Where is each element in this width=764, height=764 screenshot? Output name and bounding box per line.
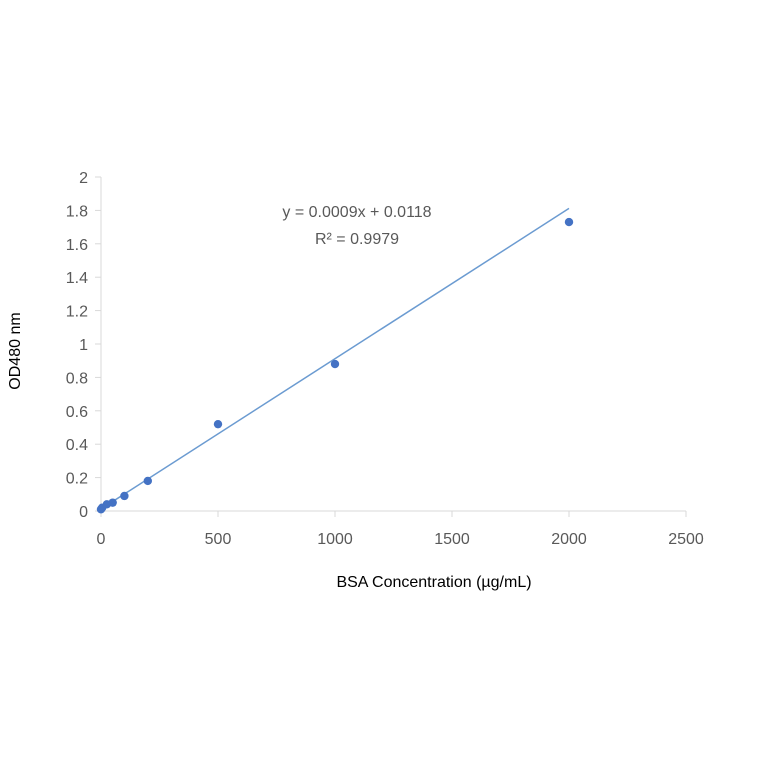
y-tick-label: 1 xyxy=(79,337,88,354)
data-point xyxy=(143,476,152,486)
trendline-r-squared: R² = 0.9979 xyxy=(315,231,399,248)
data-point xyxy=(564,217,574,227)
x-axis-title: BSA Concentration (µg/mL) xyxy=(336,574,531,591)
trendline-group xyxy=(100,207,570,510)
y-tick-label: 1.6 xyxy=(66,237,88,254)
y-axis-ticks: 0 0.2 0.4 0.6 0.8 1 1.2 1.4 1.6 1.8 2 xyxy=(66,170,101,521)
y-tick-label: 1.4 xyxy=(66,270,88,287)
trendline xyxy=(100,207,570,510)
data-point xyxy=(120,491,129,501)
x-tick-label: 1500 xyxy=(434,531,470,548)
x-tick-label: 2000 xyxy=(551,531,587,548)
y-axis-title: OD480 nm xyxy=(7,312,24,389)
data-points xyxy=(96,217,574,514)
data-point xyxy=(108,498,117,507)
y-tick-label: 2 xyxy=(79,170,88,187)
data-point xyxy=(330,359,340,369)
x-tick-label: 2500 xyxy=(668,531,704,548)
x-tick-label: 0 xyxy=(97,531,106,548)
x-tick-label: 500 xyxy=(205,531,232,548)
trendline-equation: y = 0.0009x + 0.0118 xyxy=(282,204,431,221)
x-axis-ticks: 0 500 1000 1500 2000 2500 xyxy=(97,511,704,548)
data-point xyxy=(213,419,223,429)
y-tick-label: 0.8 xyxy=(66,370,88,387)
y-tick-label: 0.2 xyxy=(66,471,88,488)
y-tick-label: 0 xyxy=(79,504,88,521)
x-tick-label: 1000 xyxy=(317,531,353,548)
y-tick-label: 1.2 xyxy=(66,304,88,321)
y-tick-label: 0.6 xyxy=(66,404,88,421)
y-tick-label: 1.8 xyxy=(66,203,88,220)
y-tick-label: 0.4 xyxy=(66,437,88,454)
axes xyxy=(100,177,686,512)
